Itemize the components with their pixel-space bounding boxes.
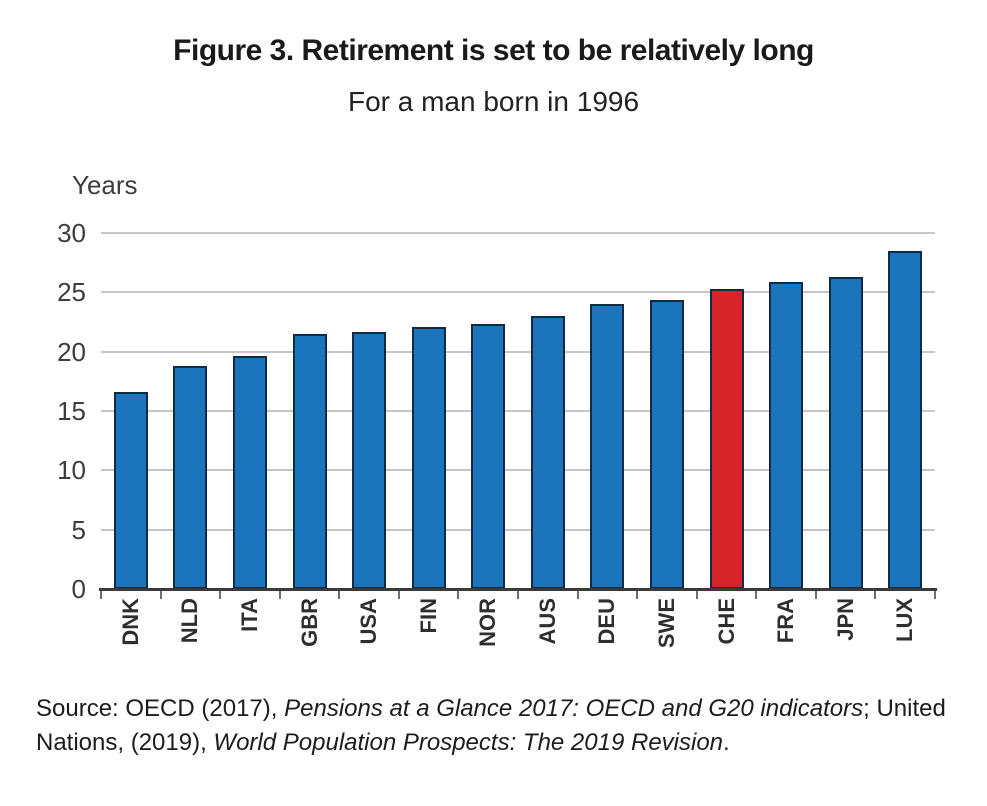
source-segment-0: Source: OECD (2017),: [36, 695, 284, 722]
y-tick-label-10: 10: [0, 454, 86, 486]
y-tick-label-25: 25: [0, 276, 86, 308]
bar-SWE: [650, 300, 684, 590]
x-tick-1: [160, 591, 162, 599]
x-tick-4: [338, 591, 340, 599]
bar-LUX: [888, 251, 922, 589]
x-label-DEU: DEU: [595, 598, 619, 644]
x-tick-14: [934, 591, 936, 599]
bar-NLD: [173, 366, 207, 589]
gridline-20: [101, 351, 935, 353]
x-tick-9: [636, 591, 638, 599]
bar-ITA: [233, 356, 267, 589]
bar-JPN: [829, 277, 863, 589]
x-label-NLD: NLD: [178, 598, 202, 643]
x-label-LUX: LUX: [893, 598, 917, 642]
bar-DEU: [590, 304, 624, 589]
x-tick-10: [696, 591, 698, 599]
y-axis-unit-label: Years: [72, 170, 138, 201]
x-label-DNK: DNK: [119, 598, 143, 646]
source-segment-3: World Population Prospects: The 2019 Rev…: [213, 729, 723, 756]
x-label-SWE: SWE: [655, 598, 679, 648]
y-tick-label-15: 15: [0, 395, 86, 427]
bar-USA: [352, 332, 386, 590]
bar-DNK: [114, 392, 148, 589]
x-label-NOR: NOR: [476, 598, 500, 647]
x-label-ITA: ITA: [238, 598, 262, 632]
y-tick-label-30: 30: [0, 217, 86, 249]
x-tick-8: [577, 591, 579, 599]
x-label-USA: USA: [357, 598, 381, 644]
gridline-10: [101, 469, 935, 471]
figure: Figure 3. Retirement is set to be relati…: [0, 0, 987, 806]
x-tick-3: [279, 591, 281, 599]
x-tick-12: [815, 591, 817, 599]
x-tick-11: [755, 591, 757, 599]
y-tick-label-0: 0: [0, 573, 86, 605]
x-tick-5: [398, 591, 400, 599]
x-label-FRA: FRA: [774, 598, 798, 643]
x-label-FIN: FIN: [417, 598, 441, 633]
bar-GBR: [293, 334, 327, 589]
source-segment-4: .: [723, 729, 730, 756]
gridline-25: [101, 291, 935, 293]
source-segment-1: Pensions at a Glance 2017: OECD and G20 …: [284, 695, 863, 722]
x-label-JPN: JPN: [834, 598, 858, 641]
x-tick-13: [874, 591, 876, 599]
bar-AUS: [531, 316, 565, 589]
x-tick-2: [219, 591, 221, 599]
x-label-CHE: CHE: [715, 598, 739, 644]
x-label-AUS: AUS: [536, 598, 560, 644]
bar-FRA: [769, 282, 803, 589]
x-label-GBR: GBR: [298, 598, 322, 647]
bar-FIN: [412, 327, 446, 589]
bar-CHE: [710, 289, 744, 589]
gridline-30: [101, 232, 935, 234]
source-note: Source: OECD (2017), Pensions at a Glanc…: [36, 692, 948, 760]
y-tick-label-20: 20: [0, 336, 86, 368]
gridline-5: [101, 529, 935, 531]
gridline-15: [101, 410, 935, 412]
bar-NOR: [471, 324, 505, 589]
bar-chart: Years 0 5 10 15 20 25 30 DNK NLD ITA GBR USA FIN NOR…: [0, 0, 987, 806]
y-tick-label-5: 5: [0, 514, 86, 546]
x-tick-7: [517, 591, 519, 599]
x-tick-6: [457, 591, 459, 599]
x-tick-0: [100, 591, 102, 599]
